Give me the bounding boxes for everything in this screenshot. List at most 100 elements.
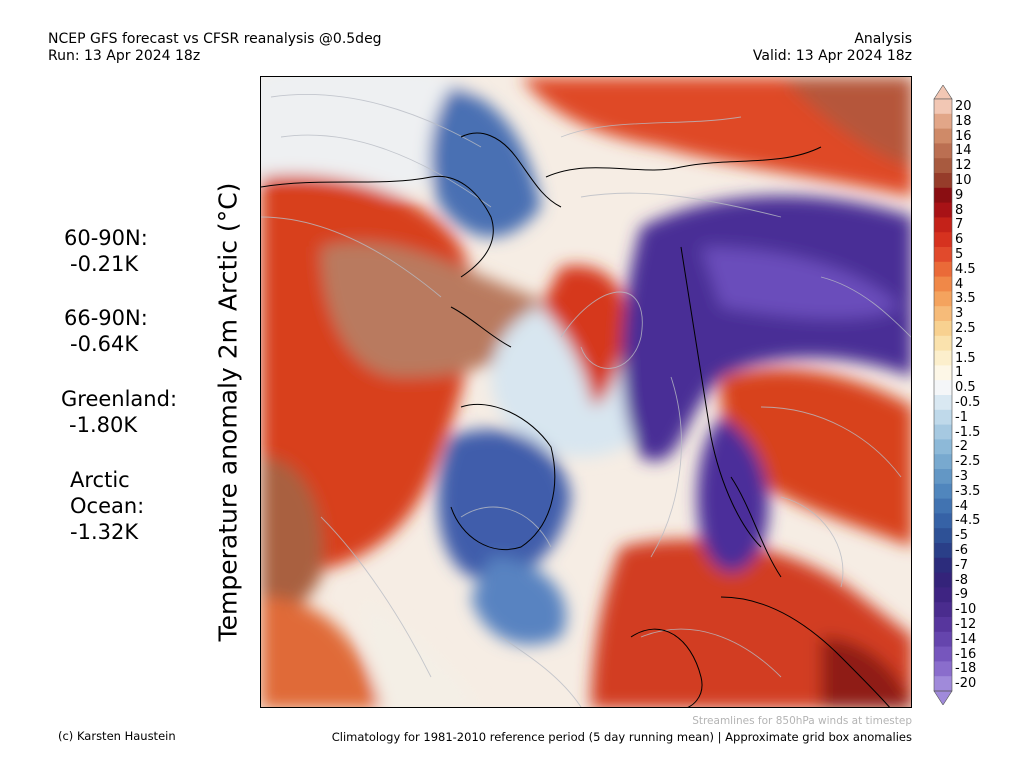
colorbar-swatch <box>934 306 952 322</box>
colorbar-swatch <box>934 380 952 396</box>
colorbar-swatch <box>934 99 952 115</box>
colorbar-tick-label: -12 <box>955 616 977 632</box>
colorbar-tick-label: 8 <box>955 202 964 218</box>
stat-label: Ocean: <box>70 494 145 518</box>
colorbar-swatch <box>934 276 952 292</box>
colorbar-swatch <box>934 513 952 529</box>
colorbar-swatch <box>934 365 952 381</box>
map-canvas <box>261 77 911 707</box>
stat-value: -1.80K <box>69 413 138 437</box>
colorbar-tick-label: 9 <box>955 187 964 203</box>
stat-label: 60-90N: <box>64 226 148 250</box>
stat-60-90n: 60-90N: -0.21K <box>64 225 148 277</box>
stat-label: 66-90N: <box>64 306 148 330</box>
colorbar-tick-label: 5 <box>955 246 964 262</box>
colorbar-tick-label: 2 <box>955 335 964 351</box>
coastlines <box>261 132 890 707</box>
credit-text: (c) Karsten Haustein <box>58 729 176 743</box>
colorbar-tick-label: 20 <box>955 98 972 114</box>
mode-label: Analysis <box>854 31 912 47</box>
colorbar-swatch <box>934 395 952 411</box>
colorbar-tick-label: 1.5 <box>955 350 976 366</box>
colorbar-tick-label: -18 <box>955 661 977 677</box>
colorbar-swatch <box>934 321 952 337</box>
colorbar-swatch <box>934 498 952 514</box>
colorbar-tick-label: -9 <box>955 587 968 603</box>
stat-66-90n: 66-90N: -0.64K <box>64 305 148 357</box>
colorbar-tick-label: 7 <box>955 217 964 233</box>
variable-label: Temperature anomaly 2m Arctic (°C) <box>213 182 243 642</box>
colorbar <box>933 85 953 705</box>
colorbar-swatch <box>934 143 952 159</box>
colorbar-tick-label: -6 <box>955 542 968 558</box>
stat-greenland: Greenland: -1.80K <box>61 386 177 438</box>
colorbar-swatch <box>934 631 952 647</box>
stat-label: Arctic <box>70 468 130 492</box>
colorbar-swatch <box>934 602 952 618</box>
colorbar-arrow-bottom <box>933 690 953 705</box>
colorbar-tick-label: 6 <box>955 232 964 248</box>
colorbar-swatch <box>934 439 952 455</box>
colorbar-swatch <box>934 528 952 544</box>
colorbar-tick-label: -1 <box>955 409 968 425</box>
stat-value: -1.32K <box>70 520 139 544</box>
colorbar-swatch <box>934 158 952 174</box>
wind-streamlines <box>261 94 911 707</box>
colorbar-tick-label: -4 <box>955 498 968 514</box>
colorbar-frame <box>933 98 953 692</box>
colorbar-tick-label: -10 <box>955 602 977 618</box>
colorbar-swatch <box>934 617 952 633</box>
colorbar-tick-label: -4.5 <box>955 513 981 529</box>
streamlines-note: Streamlines for 850hPa winds at timestep <box>692 715 912 727</box>
climatology-note: Climatology for 1981-2010 reference peri… <box>331 730 912 744</box>
colorbar-tick-label: -20 <box>955 676 977 692</box>
colorbar-tick-label: -7 <box>955 557 968 573</box>
colorbar-swatch <box>934 483 952 499</box>
colorbar-tick-label: 16 <box>955 128 972 144</box>
colorbar-tick-label: -2 <box>955 439 968 455</box>
colorbar-tick-label: -0.5 <box>955 394 981 410</box>
colorbar-tick-label: 3 <box>955 306 964 322</box>
colorbar-swatch <box>934 572 952 588</box>
anomaly-map <box>260 76 912 708</box>
colorbar-swatch <box>934 173 952 189</box>
colorbar-tick-label: -16 <box>955 646 977 662</box>
colorbar-swatch <box>934 424 952 440</box>
colorbar-tick-label: 14 <box>955 143 972 159</box>
colorbar-swatch <box>934 232 952 248</box>
colorbar-tick-label: 12 <box>955 158 972 174</box>
colorbar-tick-label: -14 <box>955 631 977 647</box>
colorbar-swatch <box>934 454 952 470</box>
colorbar-tick-label: 1 <box>955 365 964 381</box>
stat-value: -0.64K <box>70 332 139 356</box>
colorbar-swatch <box>934 187 952 203</box>
colorbar-swatch <box>934 409 952 425</box>
colorbar-tick-label: -5 <box>955 528 968 544</box>
colorbar-swatch <box>934 202 952 218</box>
header-left: NCEP GFS forecast vs CFSR reanalysis @0.… <box>48 31 382 65</box>
colorbar-tick-label: -3.5 <box>955 483 981 499</box>
chart-title: NCEP GFS forecast vs CFSR reanalysis @0.… <box>48 31 382 47</box>
colorbar-arrow-top <box>933 85 953 100</box>
colorbar-swatch <box>934 557 952 573</box>
colorbar-tick-label: 4.5 <box>955 261 976 277</box>
stat-label: Greenland: <box>61 387 178 411</box>
colorbar-tick-label: 2.5 <box>955 320 976 336</box>
colorbar-swatch <box>934 543 952 559</box>
stat-arctic-ocean: Arctic Ocean: -1.32K <box>70 467 144 545</box>
colorbar-swatch <box>934 646 952 662</box>
colorbar-tick-label: -1.5 <box>955 424 981 440</box>
anomaly-field <box>261 77 911 707</box>
colorbar-tick-label: 3.5 <box>955 291 976 307</box>
colorbar-swatch <box>934 217 952 233</box>
run-time: Run: 13 Apr 2024 18z <box>48 48 201 64</box>
stat-value: -0.21K <box>70 252 139 276</box>
valid-time: Valid: 13 Apr 2024 18z <box>752 48 912 64</box>
colorbar-swatch <box>934 469 952 485</box>
colorbar-swatch <box>934 113 952 129</box>
colorbar-tick-label: 4 <box>955 276 964 292</box>
colorbar-swatch <box>934 128 952 144</box>
colorbar-tick-label: -2.5 <box>955 454 981 470</box>
colorbar-tick-label: 10 <box>955 172 972 188</box>
colorbar-swatch <box>934 261 952 277</box>
